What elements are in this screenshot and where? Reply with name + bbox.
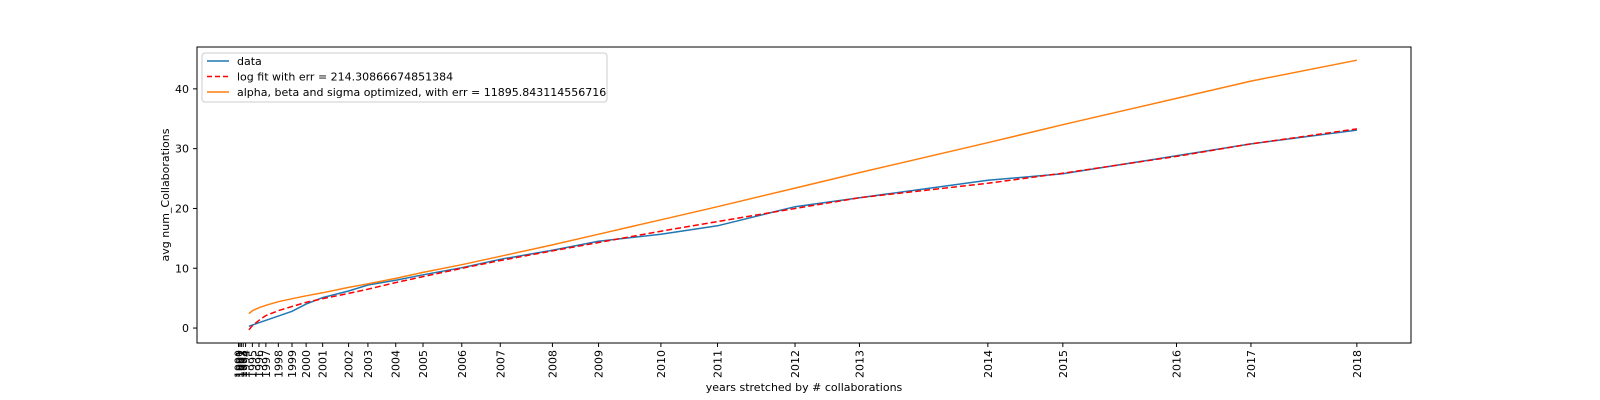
y-tick-label: 30 — [175, 143, 189, 156]
x-tick-label: 2014 — [982, 350, 995, 378]
x-tick-label: 2015 — [1057, 350, 1070, 378]
x-tick-label: 2001 — [317, 350, 330, 378]
x-tick-label: 2017 — [1245, 350, 1258, 378]
x-tick-label: 1993 — [237, 350, 250, 378]
x-tick-label: 2005 — [417, 350, 430, 378]
x-axis-label: years stretched by # collaborations — [706, 381, 903, 394]
x-tick-label: 1996 — [253, 350, 266, 378]
y-tick-label: 10 — [175, 262, 189, 275]
x-tick-label: 2006 — [456, 350, 469, 378]
x-tick-label: 1990 — [233, 350, 246, 378]
legend-label-optimized: alpha, beta and sigma optimized, with er… — [237, 86, 606, 99]
y-tick-label: 40 — [175, 83, 189, 96]
x-tick-label: 2012 — [789, 350, 802, 378]
x-tick-label: 2013 — [854, 350, 867, 378]
x-tick-label: 2007 — [494, 350, 507, 378]
series-line-2 — [248, 59, 1358, 315]
x-tick-label: 1997 — [260, 350, 273, 378]
y-axis-ticks: 0 10 20 30 40 — [175, 83, 197, 335]
x-tick-label: 2000 — [300, 350, 313, 378]
x-tick-label: 2008 — [546, 350, 559, 378]
x-tick-label: 1999 — [286, 350, 299, 378]
x-tick-label: 1998 — [272, 350, 285, 378]
y-axis-label: avg num_Collaborations — [159, 128, 172, 261]
x-tick-label: 2002 — [343, 350, 356, 378]
plot-frame — [196, 46, 1412, 344]
y-tick-label: 0 — [182, 322, 189, 335]
x-tick-label: 1991 — [234, 350, 247, 378]
legend-box — [201, 52, 608, 103]
x-tick-label: 2018 — [1351, 350, 1364, 378]
x-tick-label: 1994 — [240, 350, 253, 378]
series-line-0 — [248, 129, 1357, 328]
y-tick-label: 20 — [175, 202, 189, 215]
x-tick-label: 2010 — [655, 350, 668, 378]
x-tick-label: 2009 — [593, 350, 606, 378]
x-tick-label: 2004 — [390, 350, 403, 378]
legend: data log fit with err = 214.308666748513… — [201, 52, 608, 103]
x-tick-label: 2003 — [362, 350, 375, 378]
series-line-1 — [248, 128, 1358, 331]
x-tick-label: 2011 — [712, 350, 725, 378]
legend-label-data: data — [237, 55, 262, 68]
plot-lines — [248, 59, 1358, 331]
x-tick-label: 1992 — [235, 350, 248, 378]
legend-label-log-fit: log fit with err = 214.30866674851384 — [237, 71, 453, 84]
x-tick-label: 2016 — [1171, 350, 1184, 378]
x-tick-label: 1995 — [246, 350, 259, 378]
